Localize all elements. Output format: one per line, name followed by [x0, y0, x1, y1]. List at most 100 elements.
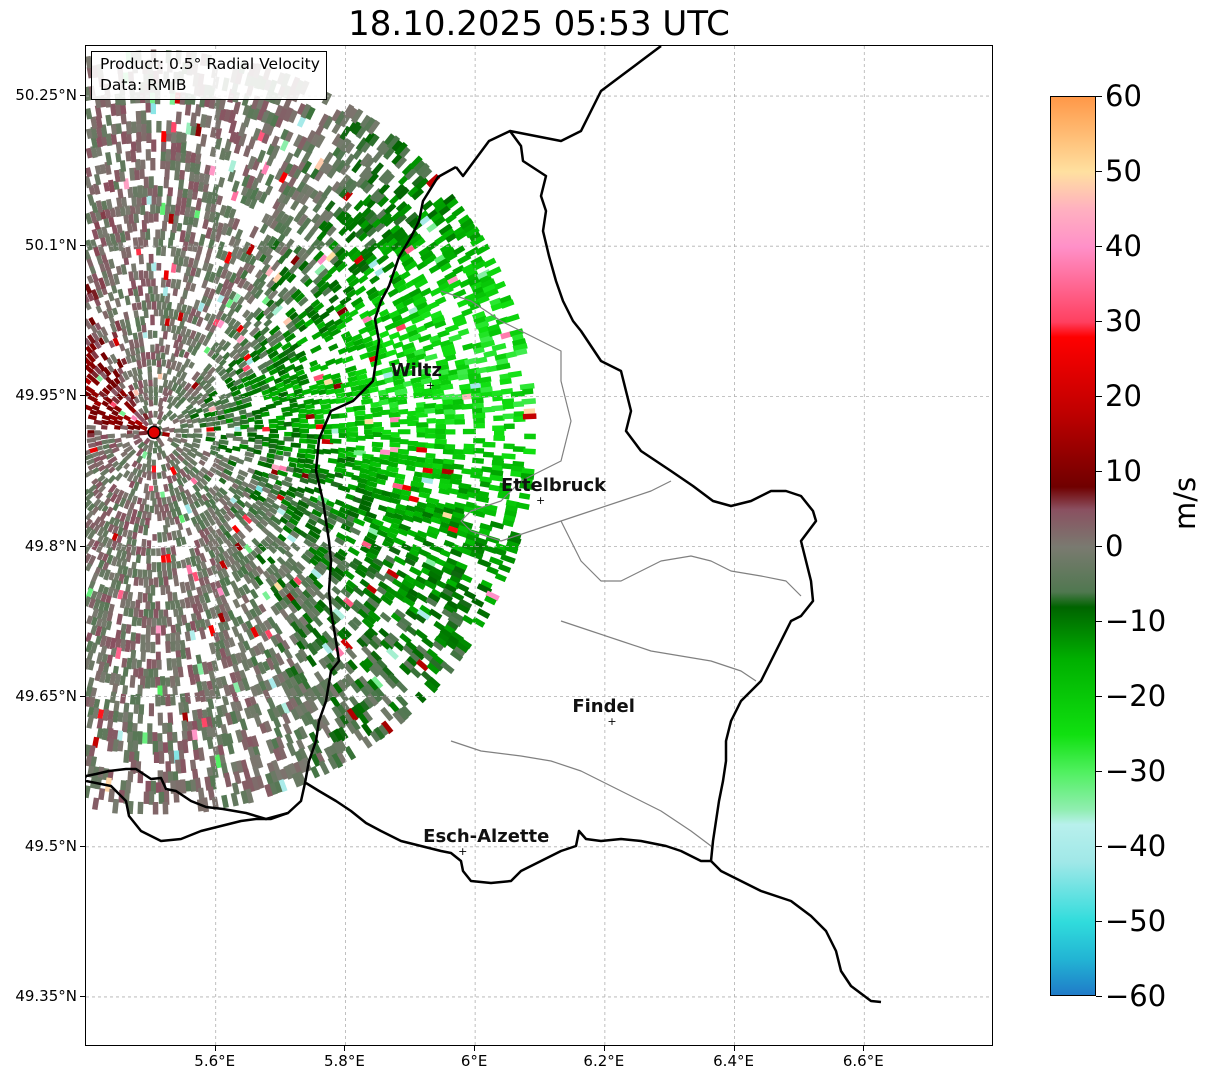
- radar-echo-cell: [381, 228, 393, 240]
- radar-echo-cell: [306, 408, 316, 415]
- radar-echo-cell: [157, 405, 164, 413]
- radar-echo-cell: [265, 215, 275, 227]
- radar-echo-cell: [191, 739, 199, 751]
- radar-echo-cell: [493, 435, 505, 441]
- radar-echo-cell: [379, 454, 392, 461]
- radar-echo-cell: [148, 578, 154, 587]
- radar-echo-cell: [193, 594, 201, 607]
- radar-echo-cell: [425, 596, 438, 608]
- radar-echo-cell: [497, 563, 512, 574]
- radar-echo-cell: [284, 431, 294, 437]
- radar-echo-cell: [86, 55, 93, 69]
- radar-echo-cell: [428, 608, 443, 620]
- radar-echo-cell: [102, 443, 110, 450]
- radar-echo-cell: [470, 467, 484, 475]
- radar-echo-cell: [365, 323, 378, 333]
- radar-echo-cell: [136, 617, 143, 626]
- radar-echo-cell: [136, 469, 143, 478]
- radar-echo-cell: [161, 301, 167, 310]
- radar-echo-cell: [459, 278, 472, 289]
- radar-echo-cell: [490, 469, 504, 477]
- radar-echo-cell: [244, 401, 253, 409]
- radar-echo-cell: [217, 368, 227, 377]
- radar-echo-cell: [451, 463, 464, 471]
- radar-echo-cell: [464, 538, 477, 547]
- radar-echo-cell: [392, 578, 404, 589]
- radar-echo-cell: [326, 640, 337, 652]
- radar-echo-cell: [380, 706, 394, 722]
- radar-echo-cell: [240, 790, 249, 805]
- radar-echo-cell: [163, 503, 170, 513]
- radar-echo-cell: [335, 261, 348, 273]
- radar-echo-cell: [300, 433, 309, 439]
- radar-echo-cell: [333, 566, 347, 578]
- radar-echo-cell: [475, 356, 488, 365]
- radar-echo-cell: [175, 759, 182, 774]
- radar-echo-cell: [334, 387, 345, 395]
- radar-echo-cell: [518, 492, 531, 500]
- radar-echo-cell: [285, 520, 297, 531]
- radar-echo-cell: [215, 705, 224, 718]
- radar-echo-cell: [283, 247, 293, 259]
- radar-echo-cell: [161, 414, 169, 422]
- radar-echo-cell: [378, 330, 390, 339]
- radar-echo-cell: [296, 462, 305, 469]
- radar-echo-cell: [335, 159, 347, 174]
- radar-echo-cell: [472, 509, 486, 518]
- radar-echo-cell: [381, 694, 394, 707]
- radar-echo-cell: [297, 296, 309, 307]
- radar-echo-cell: [305, 413, 317, 420]
- radar-echo-cell: [87, 528, 97, 541]
- radar-echo-cell: [86, 510, 95, 521]
- radar-echo-cell: [480, 381, 492, 389]
- radar-map[interactable]: [85, 45, 993, 1046]
- radar-echo-cell: [243, 706, 253, 720]
- radar-echo-cell: [146, 555, 151, 564]
- radar-echo-cell: [206, 661, 214, 673]
- radar-echo-cell: [122, 667, 129, 677]
- radar-echo-cell: [184, 102, 192, 116]
- radar-echo-cell: [115, 123, 123, 135]
- radar-echo-cell: [187, 257, 195, 268]
- radar-echo-cell: [354, 567, 367, 579]
- country-borders: [86, 46, 882, 1004]
- radar-echo-cell: [409, 566, 423, 577]
- radar-echo-cell: [133, 704, 140, 714]
- radar-echo-cell: [257, 460, 267, 468]
- radar-echo-cell: [179, 230, 186, 243]
- radar-echo-cell: [277, 440, 285, 446]
- radar-echo-cell: [346, 344, 359, 354]
- radar-echo-cell: [303, 230, 315, 242]
- radar-echo-cell: [345, 721, 357, 735]
- radar-echo-cell: [100, 326, 109, 337]
- radar-echo-cell: [431, 383, 444, 391]
- radar-echo-cell: [150, 780, 156, 795]
- radar-echo-cell: [275, 449, 284, 456]
- radar-echo-cell: [407, 445, 418, 452]
- radar-echo-cell: [258, 722, 268, 734]
- radar-echo-cell: [165, 278, 172, 288]
- radar-echo-cell: [442, 398, 456, 406]
- radar-echo-cell: [361, 735, 373, 749]
- radar-echo-cell: [278, 779, 288, 793]
- radar-echo-cell: [422, 254, 438, 266]
- radar-echo-cell: [349, 250, 363, 262]
- radar-echo-cell: [197, 496, 206, 507]
- radar-echo-cell: [101, 226, 109, 238]
- radar-echo-cell: [363, 600, 377, 613]
- radar-echo-cell: [133, 437, 143, 446]
- radar-echo-cell: [207, 786, 215, 801]
- radar-echo-cell: [359, 352, 370, 360]
- radar-echo-cell: [336, 752, 347, 765]
- radar-echo-cell: [124, 598, 131, 610]
- radar-echo-cell: [468, 377, 482, 385]
- radar-echo-cell: [219, 267, 229, 280]
- radar-echo-cell: [468, 231, 482, 242]
- radar-echo-cell: [290, 442, 302, 448]
- radar-echo-cell: [94, 635, 102, 645]
- radar-echo-cell: [394, 388, 408, 396]
- radar-echo-cell: [301, 160, 313, 175]
- radar-echo-cell: [411, 188, 425, 201]
- radar-echo-cell: [254, 439, 264, 445]
- radar-echo-cell: [357, 274, 369, 284]
